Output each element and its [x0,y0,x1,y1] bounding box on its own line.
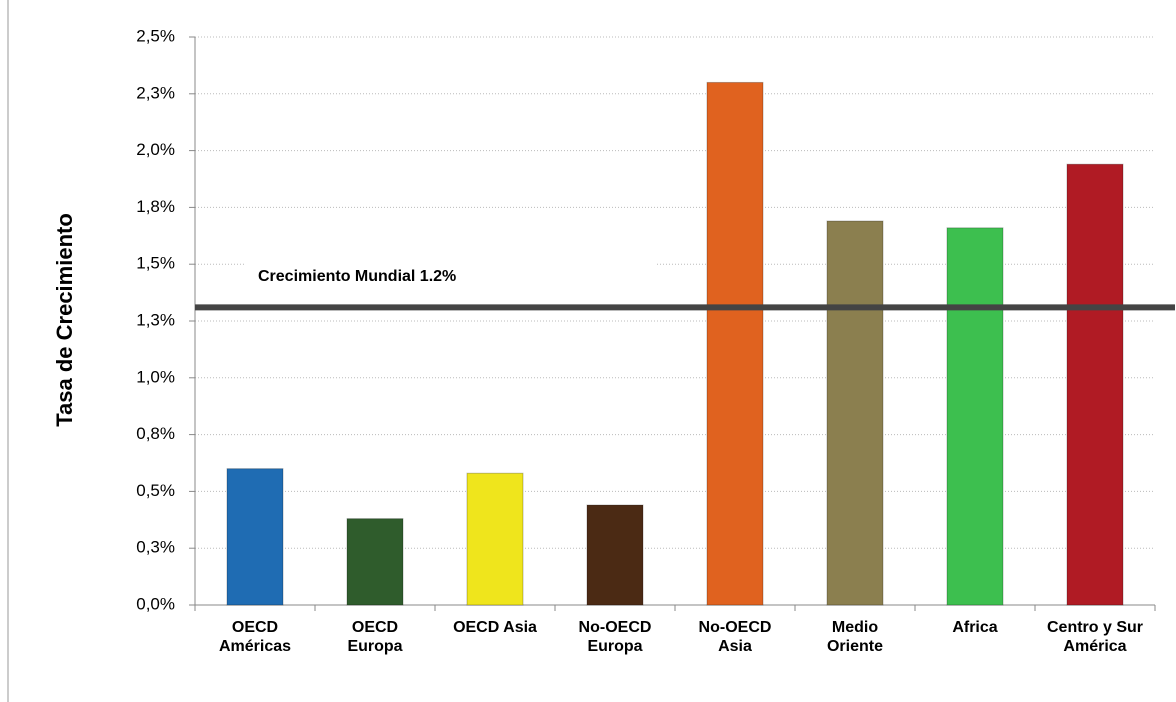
bar [946,227,1004,606]
x-tick-label: No-OECD Europa [578,619,652,655]
y-tick-label: 2,3% [136,83,175,102]
x-tick-label: OECD Américas [218,619,292,655]
x-tick-label: Medio Oriente [826,619,883,655]
y-tick-label: 1,3% [136,310,175,329]
y-tick-label: 0,8% [136,424,175,443]
x-tick-label: OECD Asia [453,619,537,636]
x-tick-label: OECD Europa [347,619,403,655]
y-tick-label: 2,0% [136,140,175,159]
y-tick-label: 1,8% [136,197,175,216]
y-tick-label: 1,0% [136,367,175,386]
bar [586,504,644,606]
y-tick-label: 0,0% [136,594,175,613]
bar [346,518,404,606]
y-axis-title: Tasa de Crecimiento [52,213,77,427]
bar [226,468,284,606]
frame [7,0,9,702]
bar [1066,163,1124,606]
y-tick-label: 1,5% [136,254,175,273]
y-tick-label: 0,5% [136,481,175,500]
reference-label: Crecimiento Mundial 1.2% [258,268,456,285]
label-background [245,262,655,292]
y-tick-label: 2,5% [136,26,175,45]
bar [466,472,524,606]
x-tick-label: Centro y Sur América [1046,619,1143,655]
x-tick-label: No-OECD Asia [698,619,772,655]
bar [826,220,884,606]
x-tick-label: Africa [952,619,998,636]
y-tick-label: 0,3% [136,538,175,557]
bar [706,81,764,606]
